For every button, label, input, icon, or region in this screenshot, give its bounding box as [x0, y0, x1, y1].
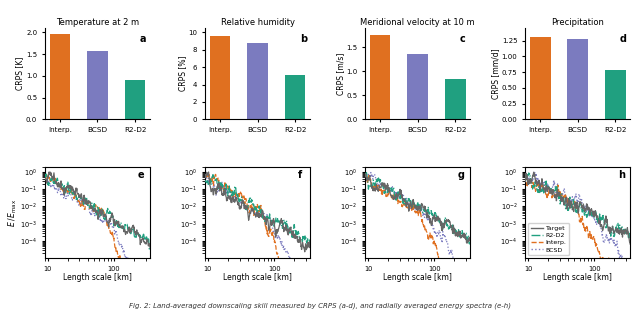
Text: h: h [618, 169, 625, 179]
Bar [605, 70, 626, 119]
Title: Meridional velocity at 10 m: Meridional velocity at 10 m [360, 18, 475, 27]
Text: b: b [300, 35, 307, 44]
Bar [247, 43, 268, 119]
Legend: Target, R2-D2, Interp., BCSD: Target, R2-D2, Interp., BCSD [528, 223, 569, 255]
Y-axis label: CRPS [K]: CRPS [K] [15, 57, 24, 90]
Text: a: a [140, 35, 146, 44]
Y-axis label: CRPS [%]: CRPS [%] [178, 56, 187, 91]
Bar [285, 75, 305, 119]
Text: d: d [620, 35, 627, 44]
Bar [49, 34, 70, 119]
Y-axis label: CRPS [mm/d]: CRPS [mm/d] [492, 48, 500, 99]
Text: c: c [460, 35, 465, 44]
Text: e: e [138, 169, 144, 179]
Text: g: g [458, 169, 465, 179]
Y-axis label: $E\,/\,E_\mathrm{max}$: $E\,/\,E_\mathrm{max}$ [6, 198, 19, 226]
Bar [370, 35, 390, 119]
Bar [87, 51, 108, 119]
Title: Precipitation: Precipitation [551, 18, 604, 27]
Bar [445, 79, 465, 119]
Bar [210, 36, 230, 119]
Text: f: f [298, 169, 302, 179]
X-axis label: Length scale [km]: Length scale [km] [63, 273, 132, 282]
X-axis label: Length scale [km]: Length scale [km] [383, 273, 452, 282]
Y-axis label: CRPS [m/s]: CRPS [m/s] [336, 53, 345, 95]
Title: Temperature at 2 m: Temperature at 2 m [56, 18, 139, 27]
Bar [125, 80, 145, 119]
Title: Relative humidity: Relative humidity [221, 18, 294, 27]
X-axis label: Length scale [km]: Length scale [km] [543, 273, 612, 282]
Bar [568, 39, 588, 119]
Text: Fig. 2: Land-averaged downscaling skill measured by CRPS (a-d), and radially ave: Fig. 2: Land-averaged downscaling skill … [129, 303, 511, 309]
X-axis label: Length scale [km]: Length scale [km] [223, 273, 292, 282]
Bar [407, 54, 428, 119]
Bar [530, 37, 550, 119]
